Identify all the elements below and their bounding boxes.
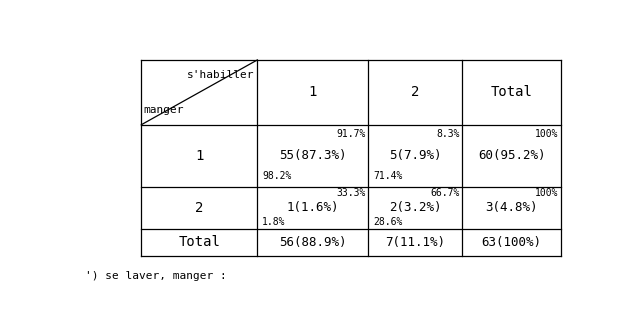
Text: s'habiller: s'habiller <box>187 70 255 80</box>
Text: 100%: 100% <box>535 188 559 198</box>
Text: ') se laver, manger :: ') se laver, manger : <box>85 271 226 281</box>
Text: 56(88.9%): 56(88.9%) <box>279 236 347 249</box>
Text: Total: Total <box>178 235 220 249</box>
Text: 98.2%: 98.2% <box>262 171 292 182</box>
Text: 66.7%: 66.7% <box>431 188 460 198</box>
Text: 33.3%: 33.3% <box>336 188 366 198</box>
Text: 2: 2 <box>411 85 420 99</box>
Text: 60(95.2%): 60(95.2%) <box>478 149 545 162</box>
Text: 71.4%: 71.4% <box>373 171 403 182</box>
Text: 5(7.9%): 5(7.9%) <box>389 149 441 162</box>
Text: 3(4.8%): 3(4.8%) <box>485 201 538 214</box>
Text: 1(1.6%): 1(1.6%) <box>287 201 339 214</box>
Text: 1.8%: 1.8% <box>262 217 286 227</box>
Text: 8.3%: 8.3% <box>436 129 460 139</box>
Text: manger: manger <box>144 105 184 115</box>
Text: 2(3.2%): 2(3.2%) <box>389 201 441 214</box>
Text: 63(100%): 63(100%) <box>482 236 541 249</box>
Text: 1: 1 <box>309 85 317 99</box>
Text: 28.6%: 28.6% <box>373 217 403 227</box>
Text: 91.7%: 91.7% <box>336 129 366 139</box>
Text: Total: Total <box>490 85 533 99</box>
Text: 7(11.1%): 7(11.1%) <box>385 236 445 249</box>
Text: 55(87.3%): 55(87.3%) <box>279 149 347 162</box>
Text: 100%: 100% <box>535 129 559 139</box>
Text: 1: 1 <box>195 149 204 163</box>
Text: 2: 2 <box>195 201 204 215</box>
